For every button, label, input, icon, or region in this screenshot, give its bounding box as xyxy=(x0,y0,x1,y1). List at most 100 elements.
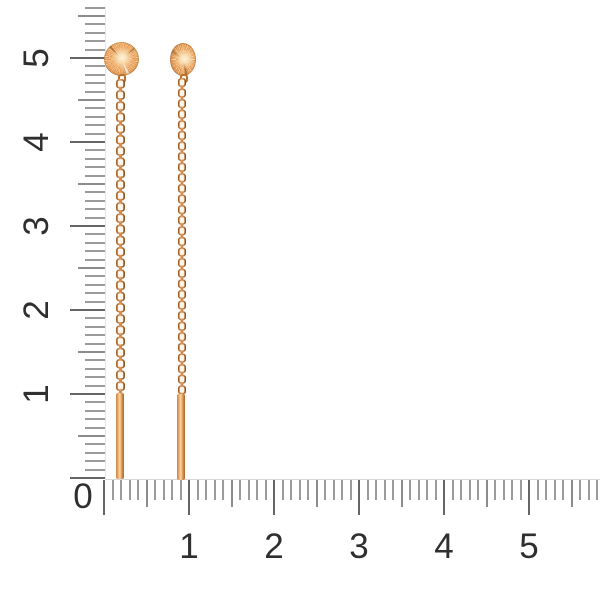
vruler-tick xyxy=(70,225,105,227)
vruler-tick xyxy=(85,418,105,421)
left-earring-cable-chain xyxy=(116,79,125,393)
vruler-tick xyxy=(85,367,105,370)
hruler-tick xyxy=(477,480,479,500)
vruler-tick xyxy=(85,468,105,471)
right-earring-drop-bar xyxy=(177,394,185,480)
vruler-tick xyxy=(85,73,105,76)
hruler-tick xyxy=(307,480,309,500)
vruler-tick xyxy=(85,275,105,278)
hruler-tick xyxy=(222,480,224,500)
vruler-tick xyxy=(85,401,105,404)
hruler-tick xyxy=(349,480,352,500)
hruler-tick xyxy=(196,480,199,500)
vruler-tick xyxy=(78,99,105,101)
hruler-tick xyxy=(247,480,250,500)
hruler-tick xyxy=(519,480,522,500)
vruler-tick xyxy=(85,460,105,463)
vruler-tick xyxy=(85,325,105,328)
hruler-tick xyxy=(511,480,513,500)
vruler-tick xyxy=(85,426,105,429)
vruler-tick xyxy=(85,241,105,244)
hruler-tick xyxy=(587,480,590,500)
vruler-tick xyxy=(85,292,105,295)
vruler-tick xyxy=(78,183,105,185)
hruler-tick xyxy=(468,480,471,500)
hruler-tick xyxy=(460,480,462,500)
vruler-tick xyxy=(85,166,105,169)
hruler-tick xyxy=(366,480,369,500)
vruler-label-2: 2 xyxy=(17,300,56,320)
vruler-tick xyxy=(85,250,105,253)
vruler-tick xyxy=(70,393,105,395)
vruler-tick xyxy=(85,31,105,34)
vruler-tick xyxy=(78,435,105,437)
vruler-tick xyxy=(85,115,105,118)
vruler-tick xyxy=(85,199,105,202)
hruler-tick xyxy=(579,480,581,500)
vruler-tick xyxy=(70,309,105,311)
vruler-tick xyxy=(85,443,105,446)
vruler-tick xyxy=(85,124,105,127)
hruler-tick xyxy=(392,480,394,500)
vruler-tick xyxy=(85,65,105,68)
vruler-tick xyxy=(70,141,105,143)
vruler-label-4: 4 xyxy=(17,132,56,152)
hruler-tick xyxy=(239,480,241,500)
vruler-tick xyxy=(85,107,105,110)
vruler-tick xyxy=(85,132,105,135)
hruler-tick xyxy=(179,480,182,500)
hruler-tick xyxy=(451,480,454,500)
vruler-tick xyxy=(85,342,105,345)
vruler-tick xyxy=(85,283,105,286)
hruler-tick xyxy=(256,480,258,500)
hruler-tick xyxy=(341,480,343,500)
hruler-tick xyxy=(162,480,165,500)
hruler-tick xyxy=(154,480,156,500)
left-earring-drop-bar xyxy=(116,393,124,479)
horizontal-ruler-edge xyxy=(105,479,600,480)
vruler-tick xyxy=(85,82,105,85)
vruler-tick xyxy=(78,15,105,17)
hruler-tick xyxy=(273,480,275,515)
vruler-tick xyxy=(85,384,105,387)
hruler-tick xyxy=(596,480,598,500)
vruler-tick xyxy=(70,57,105,59)
hruler-tick xyxy=(358,480,360,515)
hruler-tick xyxy=(128,480,131,500)
hruler-label-3: 3 xyxy=(349,527,369,566)
hruler-tick xyxy=(264,480,267,500)
vruler-tick xyxy=(85,300,105,303)
hruler-label-2: 2 xyxy=(264,527,284,566)
hruler-tick xyxy=(426,480,428,500)
hruler-tick xyxy=(290,480,292,500)
vruler-tick xyxy=(85,149,105,152)
hruler-tick xyxy=(553,480,556,500)
hruler-tick xyxy=(383,480,386,500)
vruler-tick xyxy=(85,233,105,236)
vruler-tick xyxy=(85,174,105,177)
hruler-label-4: 4 xyxy=(434,527,454,566)
vertical-ruler-edge xyxy=(105,6,106,479)
hruler-tick xyxy=(281,480,284,500)
vruler-tick xyxy=(85,48,105,51)
hruler-tick xyxy=(230,480,233,507)
hruler-tick xyxy=(315,480,318,507)
hruler-tick xyxy=(545,480,547,500)
ruler-origin-label: 0 xyxy=(73,477,93,516)
vruler-label-5: 5 xyxy=(17,48,56,68)
hruler-tick xyxy=(485,480,488,507)
vruler-tick xyxy=(78,351,105,353)
hruler-tick xyxy=(434,480,437,500)
vruler-tick xyxy=(85,208,105,211)
hruler-tick xyxy=(375,480,377,500)
hruler-tick xyxy=(137,480,139,500)
vruler-tick xyxy=(85,258,105,261)
vruler-label-3: 3 xyxy=(17,216,56,236)
hruler-tick xyxy=(417,480,420,500)
hruler-tick xyxy=(111,480,114,500)
vruler-tick xyxy=(78,267,105,269)
vruler-tick xyxy=(85,40,105,43)
right-earring-sunburst-disc xyxy=(170,43,196,76)
hruler-tick xyxy=(536,480,539,500)
